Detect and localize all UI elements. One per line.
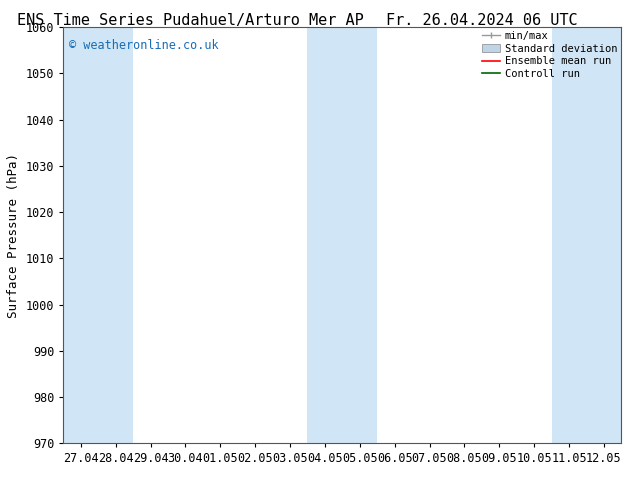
Text: Fr. 26.04.2024 06 UTC: Fr. 26.04.2024 06 UTC	[386, 13, 578, 28]
Y-axis label: Surface Pressure (hPa): Surface Pressure (hPa)	[8, 153, 20, 318]
Text: ENS Time Series Pudahuel/Arturo Mer AP: ENS Time Series Pudahuel/Arturo Mer AP	[17, 13, 363, 28]
Legend: min/max, Standard deviation, Ensemble mean run, Controll run: min/max, Standard deviation, Ensemble me…	[479, 28, 620, 82]
Text: © weatheronline.co.uk: © weatheronline.co.uk	[69, 40, 219, 52]
Bar	[307, 27, 377, 443]
Bar	[552, 27, 621, 443]
Bar	[63, 27, 133, 443]
